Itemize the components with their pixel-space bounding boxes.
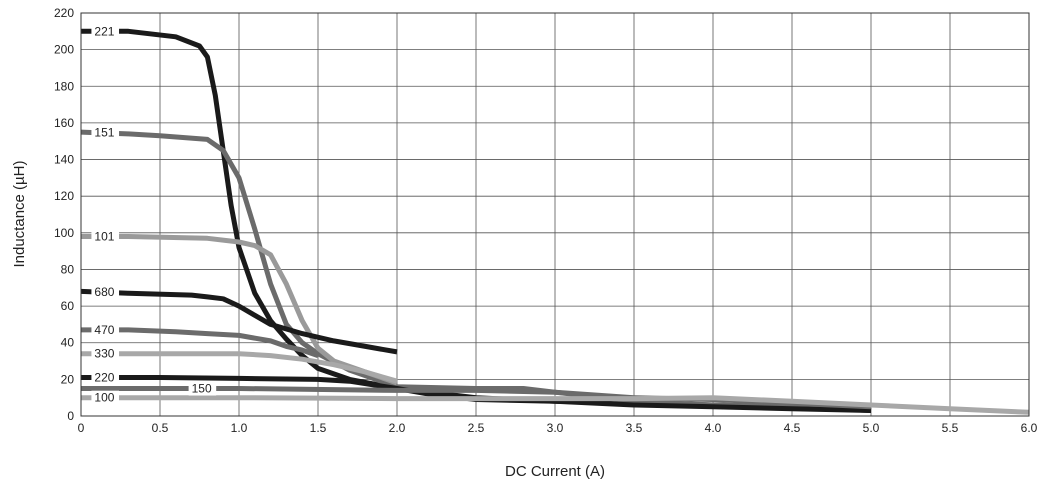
x-tick-label: 2.0 xyxy=(389,421,406,435)
series-label-bg xyxy=(91,24,120,39)
series-label-151: 151 xyxy=(94,126,114,140)
series-label-bg xyxy=(91,346,120,361)
series-label-bg xyxy=(188,381,217,396)
series-line-220 xyxy=(81,375,872,413)
y-tick-label: 80 xyxy=(61,262,75,276)
x-tick-label: 2.5 xyxy=(468,421,485,435)
y-tick-label: 220 xyxy=(54,6,74,20)
series-lines xyxy=(80,28,1030,415)
x-tick-label: 1.0 xyxy=(231,421,248,435)
series-label-220: 220 xyxy=(94,371,114,385)
series-label-100: 100 xyxy=(94,391,114,405)
series-label-680: 680 xyxy=(94,285,114,299)
x-tick-label: 5.5 xyxy=(942,421,959,435)
y-tick-label: 120 xyxy=(54,189,74,203)
y-tick-label: 0 xyxy=(67,409,74,423)
y-tick-label: 200 xyxy=(54,43,74,57)
series-label-bg xyxy=(91,284,120,299)
y-axis-ticks: 0 20 40 60 80 100 120 140 160 180 200 220 xyxy=(54,6,74,423)
series-label-101: 101 xyxy=(94,229,114,243)
x-tick-label: 6.0 xyxy=(1021,421,1038,435)
x-axis-ticks: 0 0.5 1.0 1.5 2.0 2.5 3.0 3.5 4.0 4.5 5.0 5.5 6.0 xyxy=(78,421,1038,435)
grid xyxy=(80,12,1030,417)
y-axis-title: Inductance (µH) xyxy=(11,160,28,267)
series-line-680 xyxy=(80,288,398,355)
x-tick-label: 0 xyxy=(78,421,85,435)
series-labels: 221 151 101 680 470 330 220 150 100 xyxy=(91,24,217,405)
x-tick-label: 1.5 xyxy=(310,421,327,435)
y-tick-label: 20 xyxy=(61,372,75,386)
series-label-bg xyxy=(91,322,120,337)
plot-frame xyxy=(80,12,1030,417)
x-tick-label: 0.5 xyxy=(152,421,169,435)
y-tick-label: 60 xyxy=(61,299,75,313)
series-line-100 xyxy=(81,395,1030,415)
x-tick-label: 3.5 xyxy=(626,421,643,435)
series-line-101 xyxy=(81,234,398,386)
x-tick-label: 4.0 xyxy=(705,421,722,435)
x-axis-title: DC Current (A) xyxy=(505,463,605,480)
x-tick-label: 5.0 xyxy=(863,421,880,435)
series-label-470: 470 xyxy=(94,323,114,337)
y-tick-label: 180 xyxy=(54,79,74,93)
series-line-330 xyxy=(81,351,398,384)
series-label-221: 221 xyxy=(94,24,114,38)
series-label-bg xyxy=(91,370,120,385)
x-tick-label: 4.5 xyxy=(784,421,801,435)
y-tick-label: 140 xyxy=(54,153,74,167)
x-tick-label: 3.0 xyxy=(547,421,564,435)
series-label-bg xyxy=(91,229,120,244)
y-tick-label: 160 xyxy=(54,116,74,130)
series-label-bg xyxy=(91,125,120,140)
series-label-bg xyxy=(91,390,120,405)
series-label-330: 330 xyxy=(94,347,114,361)
series-line-470 xyxy=(81,327,319,358)
y-tick-label: 40 xyxy=(61,336,75,350)
series-label-150: 150 xyxy=(192,382,212,396)
y-tick-label: 100 xyxy=(54,226,74,240)
